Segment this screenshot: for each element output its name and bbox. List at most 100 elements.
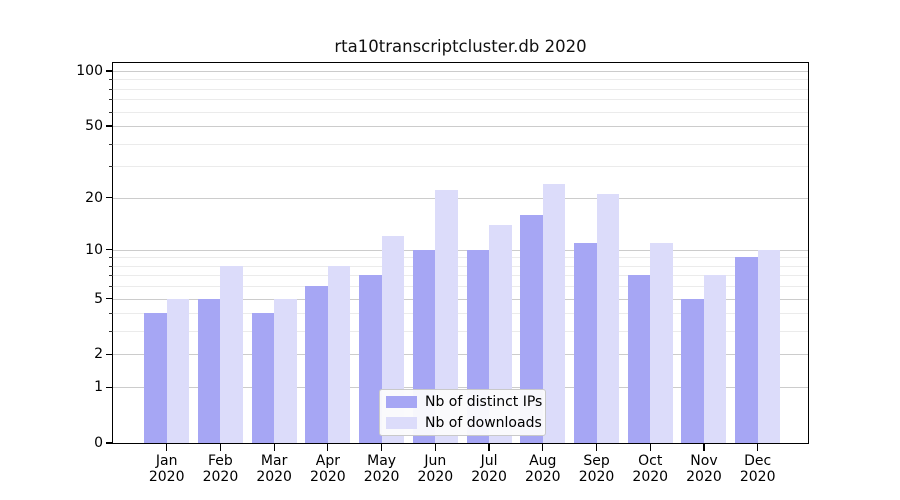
y-minor-tick-mark [109,257,114,259]
bar-distinct-ips [627,275,651,443]
y-minor-tick-mark [109,166,114,168]
x-tick-mark [649,444,651,451]
x-tick-month: Oct [638,453,663,469]
x-tick-label: May 2020 [355,453,409,485]
x-tick-year: 2020 [578,469,615,485]
x-tick-mark [219,444,221,451]
x-tick-year: 2020 [471,469,507,485]
y-minor-tick-mark [109,99,114,101]
y-tick-mark [106,353,114,356]
x-tick-label: Jun 2020 [408,453,462,485]
y-tick-mark [106,249,114,251]
bar-distinct-ips [520,214,543,443]
bar-distinct-ips [197,298,221,443]
x-tick-year: 2020 [148,469,185,485]
bar-distinct-ips [681,298,704,443]
y-tick-label: 20 [85,189,103,206]
bar-downloads [220,265,243,443]
x-tick-month: Jun [424,453,447,469]
bar-distinct-ips [305,286,328,443]
x-tick-mark [703,444,705,451]
legend-row-distinct-ips: Nb of distinct IPs [386,395,545,409]
bar-downloads [596,193,620,443]
bar-downloads [703,275,727,443]
legend: Nb of distinct IPs Nb of downloads [379,389,546,436]
x-tick-year: 2020 [363,469,400,485]
bar-distinct-ips [735,257,758,443]
y-minor-tick-mark [109,79,114,81]
chart-title: rta10transcriptcluster.db 2020 [334,37,587,56]
x-tick-label: Nov 2020 [677,453,731,485]
x-tick-label: Apr 2020 [301,453,355,485]
x-tick-month: Sep [583,453,610,469]
x-tick-month: Dec [744,453,772,469]
y-tick-mark [106,297,114,300]
y-tick-label: 10 [85,241,103,258]
x-tick-month: Aug [529,453,557,469]
y-minor-tick-mark [109,111,114,113]
y-minor-tick-mark [109,88,114,90]
y-tick-mark [106,196,114,199]
y-tick-mark [106,125,114,127]
x-tick-mark [327,444,329,451]
legend-label-downloads: Nb of downloads [425,415,542,431]
x-tick-year: 2020 [524,469,561,485]
legend-swatch-distinct-ips [386,396,417,408]
y-tick-label: 0 [94,435,103,451]
x-tick-label: Oct 2020 [623,453,677,485]
x-tick-year: 2020 [256,469,292,485]
x-tick-label: Dec 2020 [731,453,785,485]
x-tick-label: Aug 2020 [516,453,570,485]
y-minor-tick-mark [109,143,114,145]
x-tick-month: Mar [260,453,288,469]
y-tick-label: 100 [76,63,103,79]
x-tick-month: Feb [208,453,233,469]
x-tick-mark [595,444,598,451]
x-tick-year: 2020 [202,469,239,485]
x-tick-mark [757,444,759,451]
bar-downloads [650,242,673,443]
bar-downloads [327,265,351,443]
y-minor-tick-mark [109,286,114,288]
bar-downloads [542,183,566,443]
bar-downloads [435,190,458,443]
y-minor-tick-mark [109,331,114,333]
y-tick-mark [106,442,114,444]
bar-distinct-ips [574,242,597,443]
x-tick-month: Apr [315,453,340,469]
x-tick-mark [434,444,436,451]
bar-downloads [489,224,512,443]
x-tick-label: Jan 2020 [140,453,194,485]
legend-swatch-downloads [386,417,417,429]
y-minor-tick-mark [109,265,114,267]
bar-downloads [757,249,781,443]
y-minor-tick-mark [109,275,114,277]
x-tick-month: May [367,453,397,469]
y-tick-label: 5 [94,290,103,307]
y-tick-label: 1 [94,379,103,396]
x-tick-month: Jul [480,453,498,469]
x-tick-year: 2020 [417,469,454,485]
bar-distinct-ips [359,275,382,443]
x-tick-year: 2020 [739,469,776,485]
bar-distinct-ips [144,313,167,443]
y-minor-tick-mark [109,313,114,315]
x-tick-label: Sep 2020 [570,453,624,485]
x-tick-mark [273,444,275,451]
x-tick-mark [488,444,490,451]
x-tick-mark [381,444,383,451]
y-tick-label: 2 [94,346,103,363]
x-tick-month: Jan [155,453,178,469]
x-tick-mark [542,444,544,451]
x-tick-label: Feb 2020 [193,453,247,485]
x-tick-year: 2020 [632,469,669,485]
y-tick-mark [106,386,114,388]
x-tick-year: 2020 [686,469,722,485]
y-tick-label: 50 [85,118,103,135]
bar-downloads [166,298,190,443]
legend-row-downloads: Nb of downloads [386,416,545,430]
x-tick-mark [166,444,168,451]
x-tick-month: Nov [690,453,718,469]
y-tick-mark [106,70,114,72]
